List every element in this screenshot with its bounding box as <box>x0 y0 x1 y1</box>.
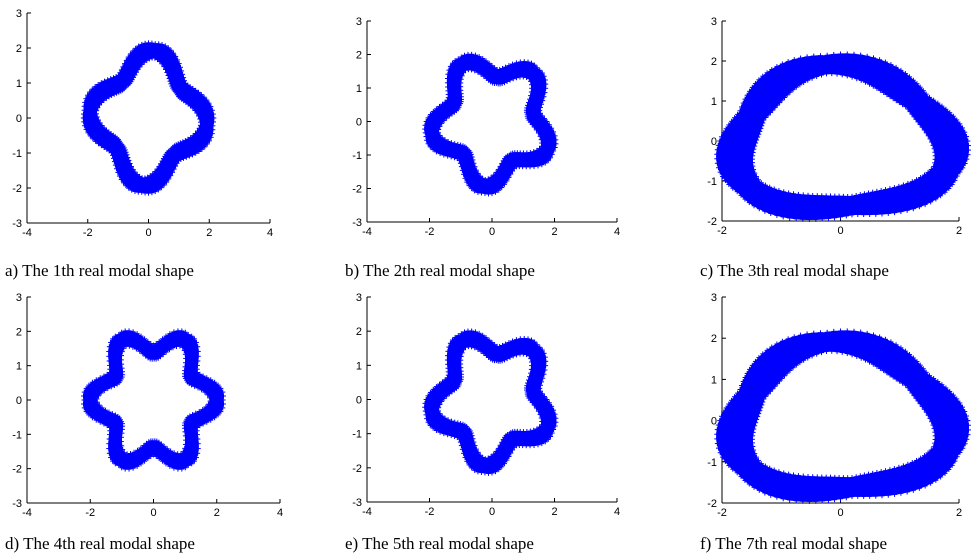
modal-shape-markers <box>80 40 217 196</box>
y-tick-label: -2 <box>707 216 717 228</box>
y-tick-label: -1 <box>352 429 362 441</box>
x-tick-label: 4 <box>277 507 283 519</box>
modal-shape-band <box>716 53 969 220</box>
y-tick-label: -2 <box>352 463 362 475</box>
y-tick-label: 2 <box>711 333 717 345</box>
y-tick-label: -3 <box>352 217 362 229</box>
y-tick-label: 1 <box>356 360 362 372</box>
y-tick-label: 3 <box>16 292 22 304</box>
y-tick-label: 1 <box>16 78 22 90</box>
modal-shape-band <box>424 53 557 195</box>
y-tick-label: -1 <box>707 176 717 188</box>
x-tick-label: -4 <box>362 506 372 518</box>
y-tick-label: 2 <box>16 43 22 55</box>
y-tick-label: -1 <box>352 150 362 162</box>
y-tick-label: -1 <box>707 457 717 469</box>
x-tick-label: -2 <box>717 507 727 519</box>
y-tick-label: 3 <box>711 16 717 28</box>
y-tick-label: -1 <box>12 148 22 160</box>
x-tick-label: -2 <box>425 226 435 238</box>
x-tick-label: 2 <box>956 225 962 237</box>
y-tick-label: -2 <box>352 184 362 196</box>
y-tick-label: 1 <box>711 96 717 108</box>
modal-shape-markers <box>714 328 972 504</box>
x-tick-label: 2 <box>551 226 557 238</box>
y-tick-label: 2 <box>711 56 717 68</box>
y-tick-label: 0 <box>711 136 717 148</box>
y-tick-label: 0 <box>356 117 362 129</box>
y-tick-label: 3 <box>356 292 362 304</box>
x-tick-label: -4 <box>22 227 32 239</box>
x-tick-label: 0 <box>145 227 151 239</box>
modal-plot-4: -3 -2 -1 0 1 2 3 -4 -2 0 2 4 d) The 4th real modal s… <box>5 292 283 553</box>
y-tick-label: 0 <box>16 113 22 125</box>
x-tick-label: -4 <box>22 507 32 519</box>
y-tick-label: -3 <box>352 497 362 509</box>
y-tick-label: 0 <box>711 416 717 428</box>
modal-shape-markers <box>714 51 972 222</box>
x-tick-label: 0 <box>837 507 843 519</box>
modal-shape-markers <box>422 51 559 197</box>
y-tick-label: 0 <box>16 395 22 407</box>
y-tick-label: -1 <box>12 429 22 441</box>
modal-plot-5: -3 -2 -1 0 1 2 3 -4 -2 0 2 4 e) The 5th real modal s… <box>345 292 620 553</box>
modal-shape-markers <box>81 328 226 472</box>
x-tick-label: -2 <box>717 225 727 237</box>
x-tick-label: 2 <box>206 227 212 239</box>
panel-caption: e) The 5th real modal shape <box>345 534 534 553</box>
modal-plot-6: -2 -1 0 1 2 3 -2 0 2 f) The 7th real modal shape <box>700 292 972 553</box>
x-tick-label: 0 <box>489 226 495 238</box>
x-tick-label: 0 <box>489 506 495 518</box>
y-tick-label: 3 <box>16 8 22 20</box>
x-tick-label: 4 <box>267 227 273 239</box>
y-tick-label: -2 <box>12 464 22 476</box>
x-tick-label: 0 <box>150 507 156 519</box>
y-tick-label: -3 <box>12 498 22 510</box>
y-tick-label: -2 <box>12 183 22 195</box>
modal-shape-band <box>716 330 969 502</box>
y-tick-label: 3 <box>711 292 717 304</box>
y-tick-label: 2 <box>356 50 362 62</box>
x-tick-label: -4 <box>362 226 372 238</box>
panel-caption: c) The 3th real modal shape <box>700 261 889 280</box>
y-tick-label: -3 <box>12 218 22 230</box>
modal-plot-3: -2 -1 0 1 2 3 -2 0 2 c) The 3th real modal shape <box>700 16 972 280</box>
y-tick-label: 3 <box>356 16 362 28</box>
x-tick-label: -2 <box>83 227 93 239</box>
x-tick-label: -2 <box>425 506 435 518</box>
y-tick-label: 2 <box>356 326 362 338</box>
x-tick-label: 4 <box>614 226 620 238</box>
y-tick-label: 1 <box>711 374 717 386</box>
modal-plot-1: -3 -2 -1 0 1 2 3 -4 -2 0 2 4 a) The 1th real modal s… <box>5 8 273 280</box>
x-tick-label: 4 <box>614 506 620 518</box>
modal-plot-2: -3 -2 -1 0 1 2 3 -4 -2 0 2 4 b) The 2th real modal s… <box>345 16 620 280</box>
modal-shape-band <box>424 330 557 474</box>
modal-shape-markers <box>422 328 559 476</box>
y-tick-label: 2 <box>16 326 22 338</box>
panel-caption: b) The 2th real modal shape <box>345 261 535 280</box>
y-tick-label: 0 <box>356 395 362 407</box>
panel-caption: a) The 1th real modal shape <box>5 261 194 280</box>
y-tick-label: -2 <box>707 498 717 510</box>
x-tick-label: 2 <box>551 506 557 518</box>
x-tick-label: 2 <box>956 507 962 519</box>
modal-shape-band <box>82 42 215 194</box>
y-tick-label: 1 <box>16 361 22 373</box>
panel-caption: f) The 7th real modal shape <box>700 534 887 553</box>
x-tick-label: -2 <box>85 507 95 519</box>
y-tick-label: 1 <box>356 83 362 95</box>
x-tick-label: 2 <box>214 507 220 519</box>
panel-caption: d) The 4th real modal shape <box>5 534 195 553</box>
modal-shape-band <box>83 330 224 470</box>
x-tick-label: 0 <box>837 225 843 237</box>
